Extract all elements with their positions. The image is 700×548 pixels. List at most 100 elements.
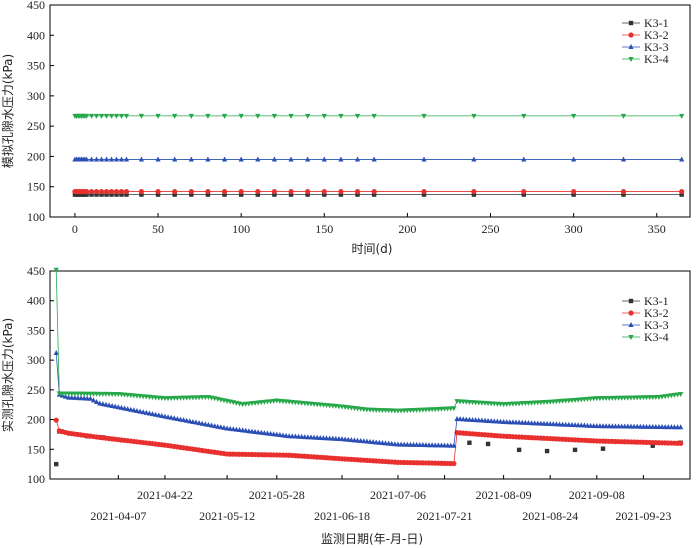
data-point [338,192,344,197]
series-simulated-k3-3 [72,156,685,162]
data-point [172,192,177,197]
data-point [98,156,105,162]
data-point [114,192,119,197]
data-point [118,156,125,162]
y-tick-label: 100 [27,472,45,486]
data-point [600,446,606,451]
data-point [233,426,240,432]
data-point [98,188,105,195]
series-measured-k3-3 [53,350,684,448]
data-point [376,439,382,445]
data-point [571,192,576,197]
data-point [355,192,360,197]
data-point [620,188,627,195]
data-point [146,410,153,416]
data-point [364,438,370,444]
data-point [97,400,103,406]
data-point [659,394,665,400]
data-point [338,188,344,195]
data-point [106,402,112,408]
x-tick-label: 2021-08-09 [476,488,532,502]
data-point [143,409,149,415]
data-point [218,424,224,430]
data-point [521,113,527,119]
data-point [288,113,294,119]
x-axis-simulated: 0 50 100 150 200 250 300 350 [72,213,666,236]
data-point [139,192,144,197]
data-point [88,188,95,195]
data-point [361,438,367,444]
data-point [205,113,211,119]
data-point [389,440,395,446]
y-tick-label: 150 [27,442,45,456]
data-point [187,418,193,424]
data-point [678,424,684,430]
legend-label-k3-3: K3-3 [644,40,669,54]
data-point [128,406,134,412]
data-point [243,401,249,407]
legend-marker [628,322,634,327]
data-point [338,113,344,119]
data-point [370,439,376,445]
data-point [155,113,161,119]
y-tick-label: 300 [27,353,45,367]
data-point [421,156,427,162]
x-tick-label: 100 [232,222,250,236]
y-tick-label: 100 [27,210,45,224]
data-point [678,392,684,398]
plot-frame-measured [49,270,691,480]
data-point [621,192,626,197]
series-simulated-k3-1 [72,192,684,197]
data-point [159,413,165,419]
data-point [221,188,228,195]
data-point [471,156,477,162]
data-point [267,399,274,405]
data-point [521,188,527,195]
data-point [53,267,59,273]
legend-marker [628,20,634,26]
data-point [421,192,427,197]
data-point [162,413,168,419]
data-point [367,438,373,444]
data-point [267,430,274,436]
data-point [382,440,389,446]
legend-label-k3-3: K3-3 [644,318,669,332]
data-point [188,113,194,119]
data-point [471,113,477,119]
data-point [571,188,577,195]
data-point [678,440,684,446]
y-tick-label: 200 [27,413,45,427]
data-point [113,188,120,195]
data-point [83,156,90,162]
data-point [138,113,145,119]
y-axis-simulated: 100 150 200 250 300 350 400 450 [27,0,54,224]
data-point [177,416,184,422]
data-point [155,192,161,197]
data-point [252,428,258,434]
data-point [246,401,252,407]
data-point [113,113,120,119]
data-point [125,406,131,412]
data-point [272,192,277,197]
data-point [280,432,286,438]
data-point [656,394,662,400]
y-axis-title-measured: 实测孔隙水压力(kPa) [0,318,15,432]
data-point [88,113,95,119]
data-point [123,188,130,195]
y-tick-label: 300 [27,89,45,103]
data-point [288,188,294,195]
x-tick-label: 0 [72,222,78,236]
data-point [221,156,228,162]
data-point [238,192,244,197]
y-tick-label: 150 [27,180,45,194]
data-point [521,156,527,162]
data-point [99,192,104,197]
data-point [471,188,477,195]
x-tick-label: 2021-04-07 [90,509,146,523]
data-point [172,188,178,195]
data-point [255,400,261,406]
data-point [371,188,377,195]
data-point [451,406,457,412]
y-tick-label: 450 [27,0,45,12]
data-point [679,188,685,195]
